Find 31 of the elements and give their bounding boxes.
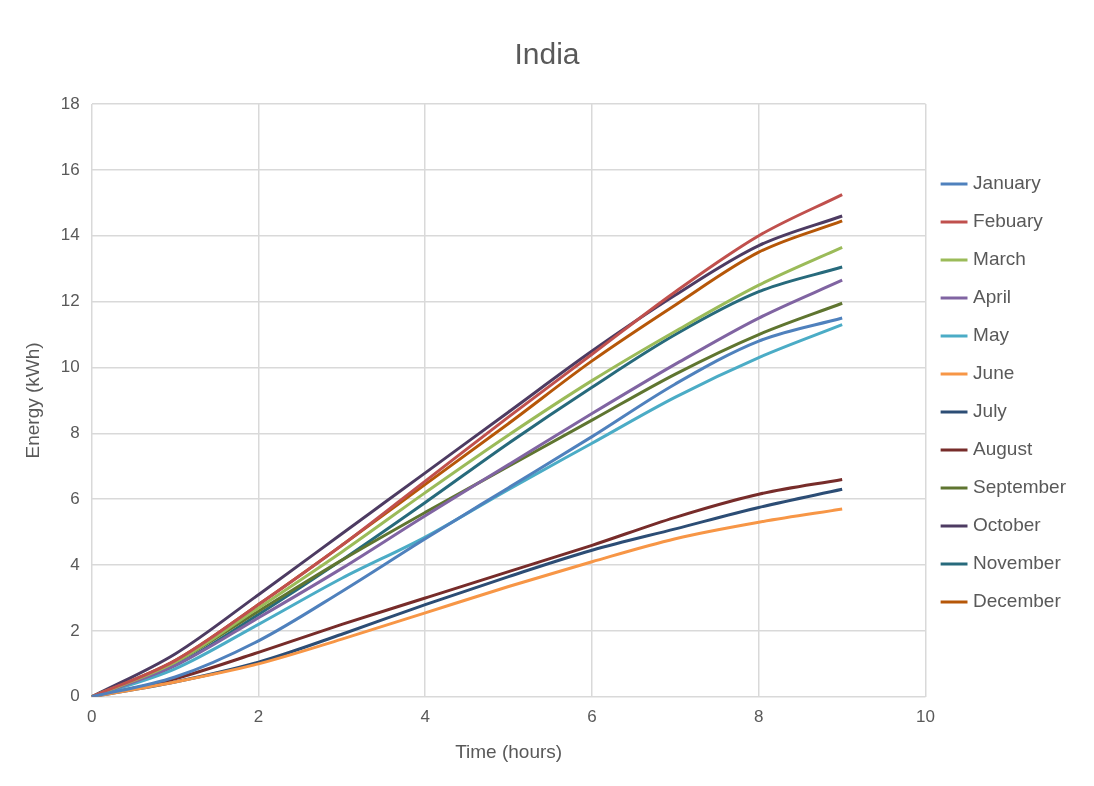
x-tick-label: 0 [86,706,97,726]
x-tick-label: 2 [253,706,264,726]
x-tick-label: 4 [420,706,430,726]
y-tick-label: 4 [70,554,80,574]
y-tick-label: 16 [60,159,80,179]
legend-label: Febuary [973,210,1044,232]
legend-label: April [973,286,1012,308]
legend-label: January [973,172,1042,194]
legend-label: May [973,324,1010,346]
x-tick-label: 6 [587,706,597,726]
legend-label: November [973,552,1062,574]
chart-title: India [514,37,580,71]
x-axis-title: Time (hours) [455,740,563,762]
x-tick-label: 8 [754,706,764,726]
legend-label: December [973,590,1062,612]
y-tick-label: 14 [60,225,80,245]
y-axis-title: Energy (kWh) [21,342,43,459]
x-tick-label: 10 [916,706,936,726]
legend-label: March [973,248,1026,270]
y-tick-label: 6 [70,488,80,508]
legend-label: October [973,514,1042,536]
legend-label: August [973,438,1033,460]
y-tick-label: 2 [70,620,80,640]
y-tick-label: 8 [70,423,80,443]
y-tick-label: 0 [70,686,80,706]
y-tick-label: 18 [60,93,80,113]
y-tick-label: 10 [60,357,80,377]
y-tick-label: 12 [60,291,80,311]
legend-label: July [973,400,1008,422]
legend-label: September [973,476,1067,498]
legend-label: June [973,362,1015,384]
